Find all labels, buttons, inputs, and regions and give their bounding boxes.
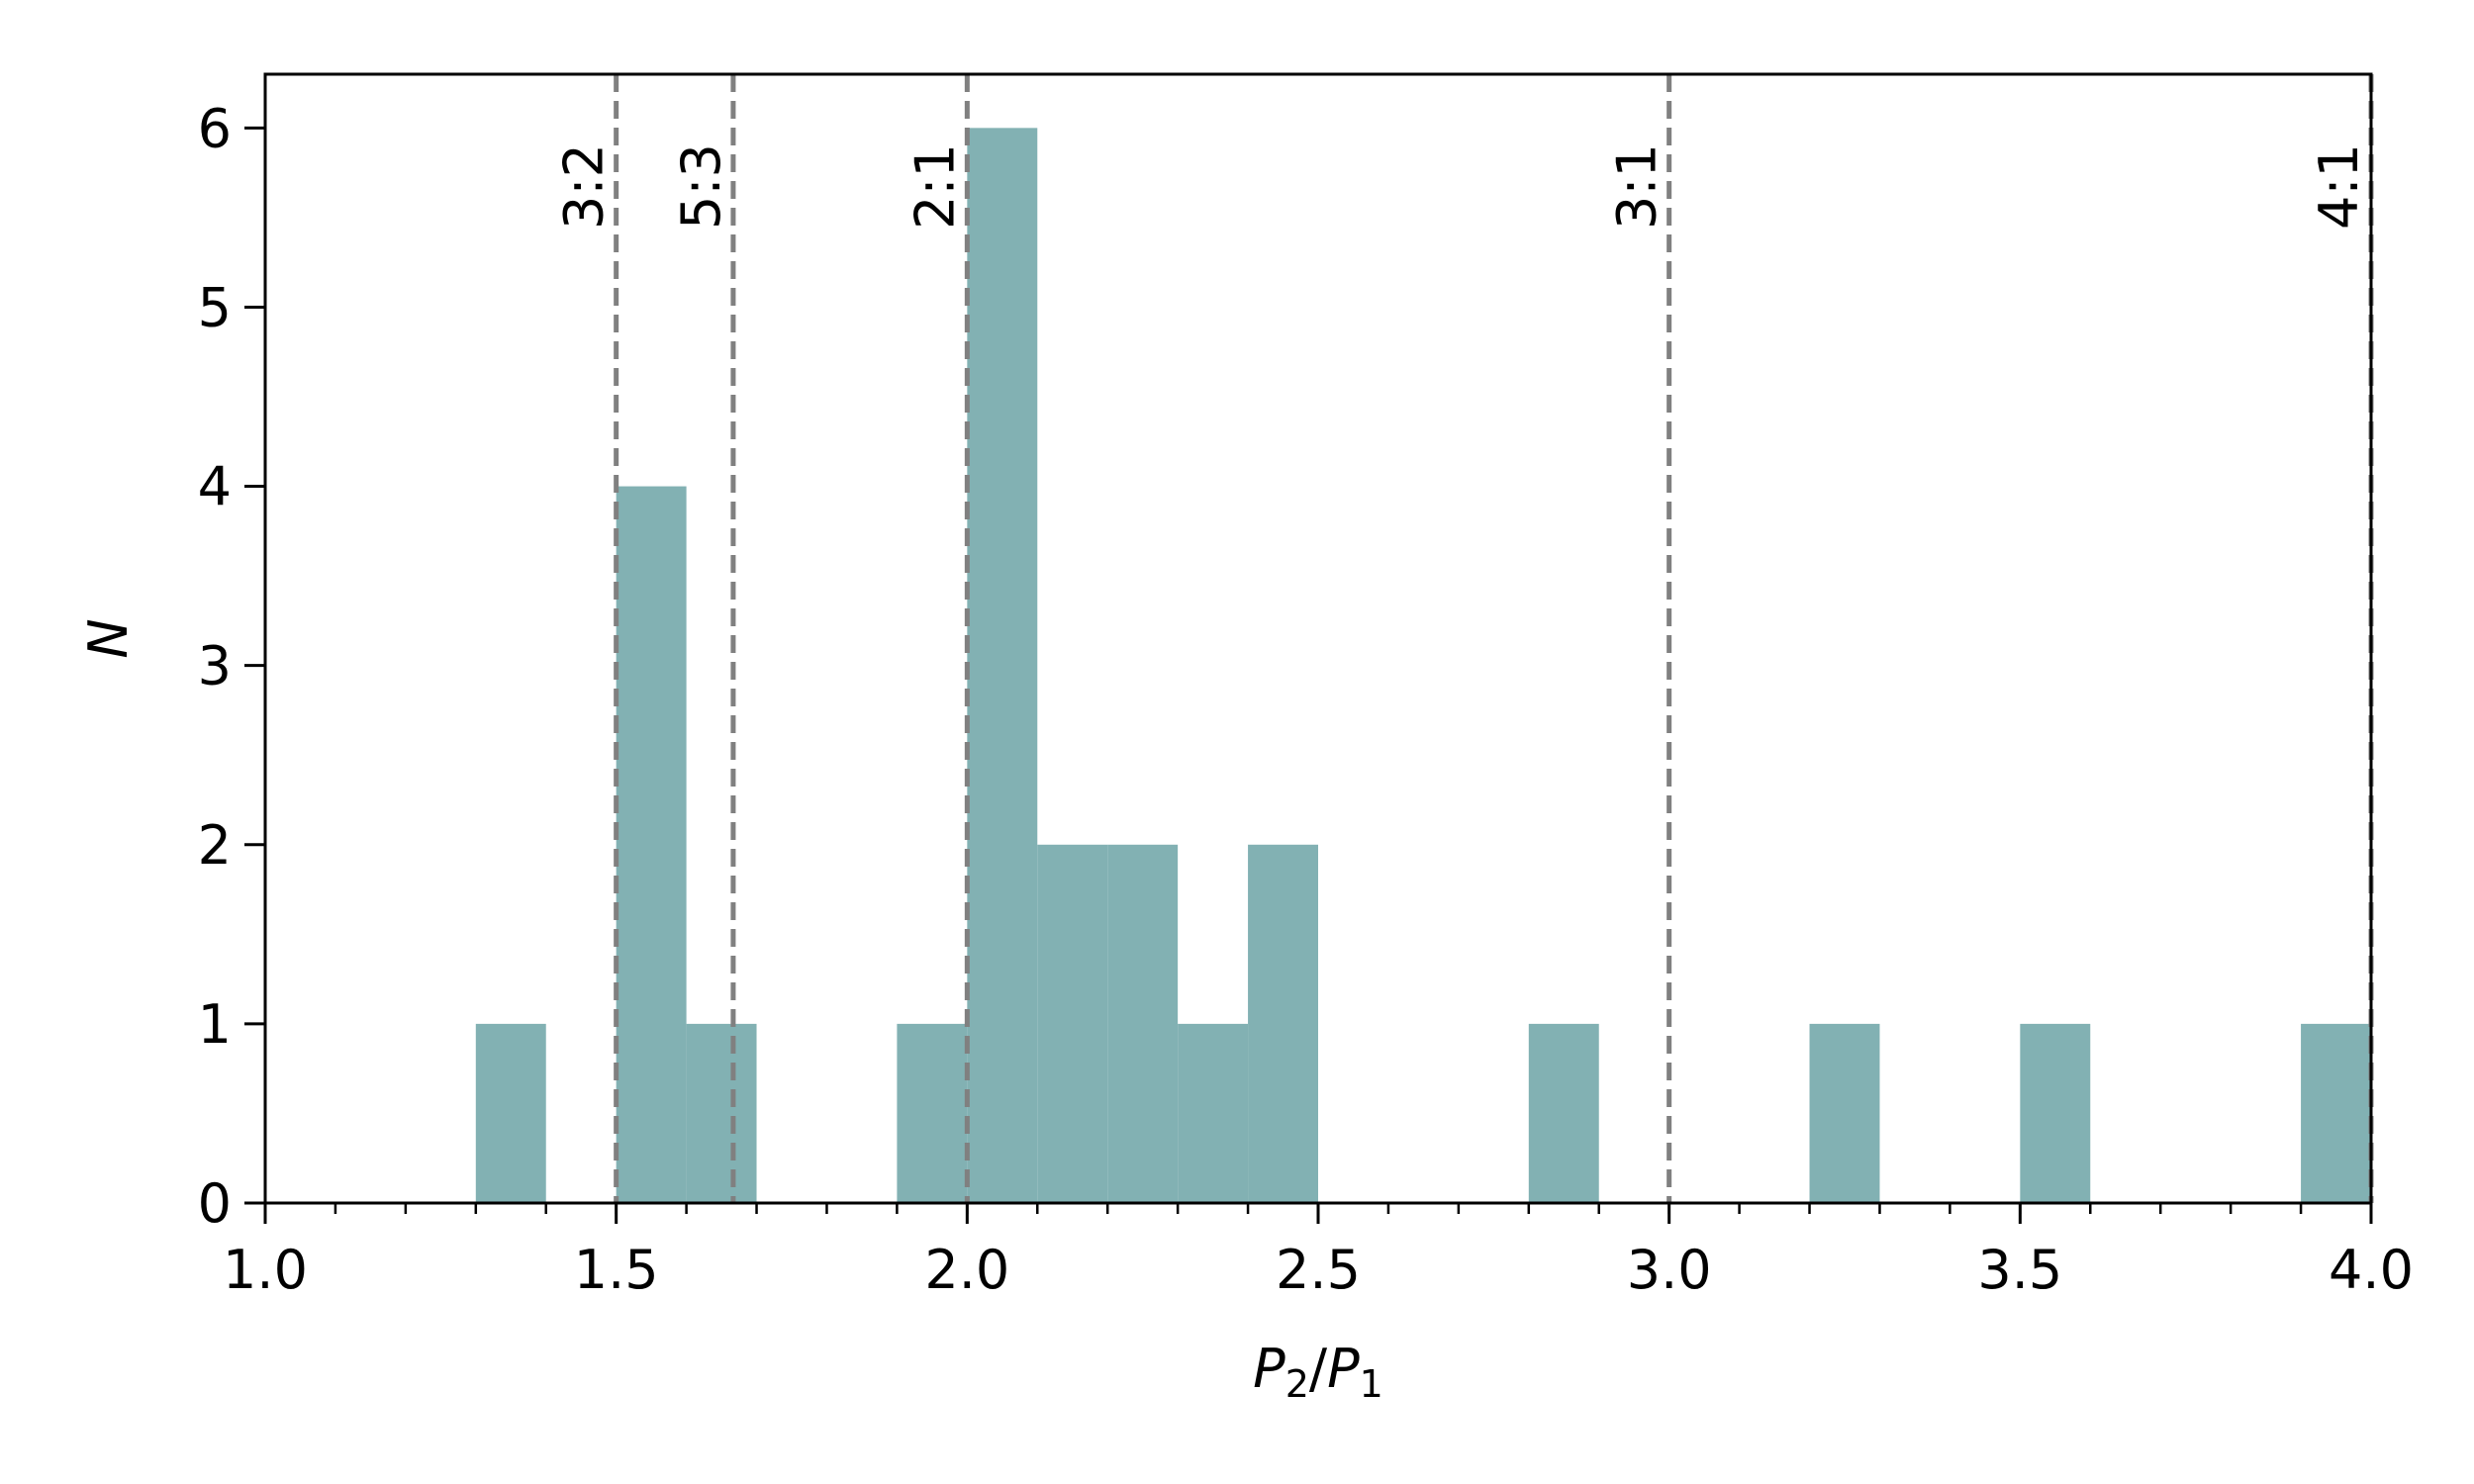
y-tick-label: 4: [198, 456, 232, 518]
histogram-bar: [1528, 1023, 1599, 1203]
histogram-bar: [2020, 1023, 2091, 1203]
plot-frame: [263, 72, 2373, 1205]
histogram-bar: [967, 128, 1038, 1203]
resonance-label: 4:1: [2308, 143, 2370, 230]
resonance-label: 3:1: [1606, 143, 1668, 230]
histogram-bar: [2301, 1023, 2371, 1203]
x-tick-label: 1.5: [574, 1239, 659, 1301]
histogram-bar: [897, 1023, 968, 1203]
histogram-bar: [686, 1023, 757, 1203]
x-axis-label: P2/P1: [1253, 1338, 1383, 1406]
x-axis-ticks: 1.0 1.5 2.0 2.5 3.0 3.5 4.0: [223, 1203, 2414, 1301]
histogram-bars: [475, 128, 2371, 1203]
histogram-bar: [475, 1023, 546, 1203]
resonance-label: 3:2: [553, 143, 616, 230]
x-tick-label: 4.0: [2329, 1239, 2414, 1301]
histogram-bar: [1107, 844, 1179, 1203]
y-tick-label: 1: [198, 993, 232, 1056]
x-label-p-numerator: P: [1253, 1338, 1285, 1400]
histogram-bar: [1248, 844, 1318, 1203]
x-tick-label: 1.0: [223, 1239, 308, 1301]
y-axis-label: N: [77, 618, 140, 658]
x-label-sub-denominator: 1: [1360, 1362, 1383, 1406]
resonance-label: 5:3: [670, 143, 732, 230]
x-label-p-denominator: P: [1327, 1338, 1360, 1400]
resonance-lines: 3:2 5:3 2:1 3:1 4:1: [553, 74, 2374, 1203]
y-tick-label: 6: [198, 97, 232, 159]
y-axis-ticks: 0 1 2 3 4 5 6: [198, 97, 265, 1235]
y-tick-label: 3: [198, 635, 232, 697]
histogram-bar: [616, 486, 687, 1203]
x-tick-label: 2.5: [1276, 1239, 1361, 1301]
resonance-label: 2:1: [904, 143, 966, 230]
y-tick-label: 5: [198, 276, 232, 338]
y-tick-label: 0: [198, 1172, 232, 1235]
x-tick-label: 3.5: [1977, 1239, 2062, 1301]
x-label-slash: /: [1309, 1338, 1328, 1400]
histogram-bar: [1809, 1023, 1880, 1203]
x-label-sub-numerator: 2: [1285, 1362, 1309, 1406]
y-tick-label: 2: [198, 814, 232, 877]
x-tick-label: 2.0: [924, 1239, 1009, 1301]
histogram-bar: [1178, 1023, 1249, 1203]
histogram-bar: [1037, 844, 1108, 1203]
x-tick-label: 3.0: [1627, 1239, 1712, 1301]
